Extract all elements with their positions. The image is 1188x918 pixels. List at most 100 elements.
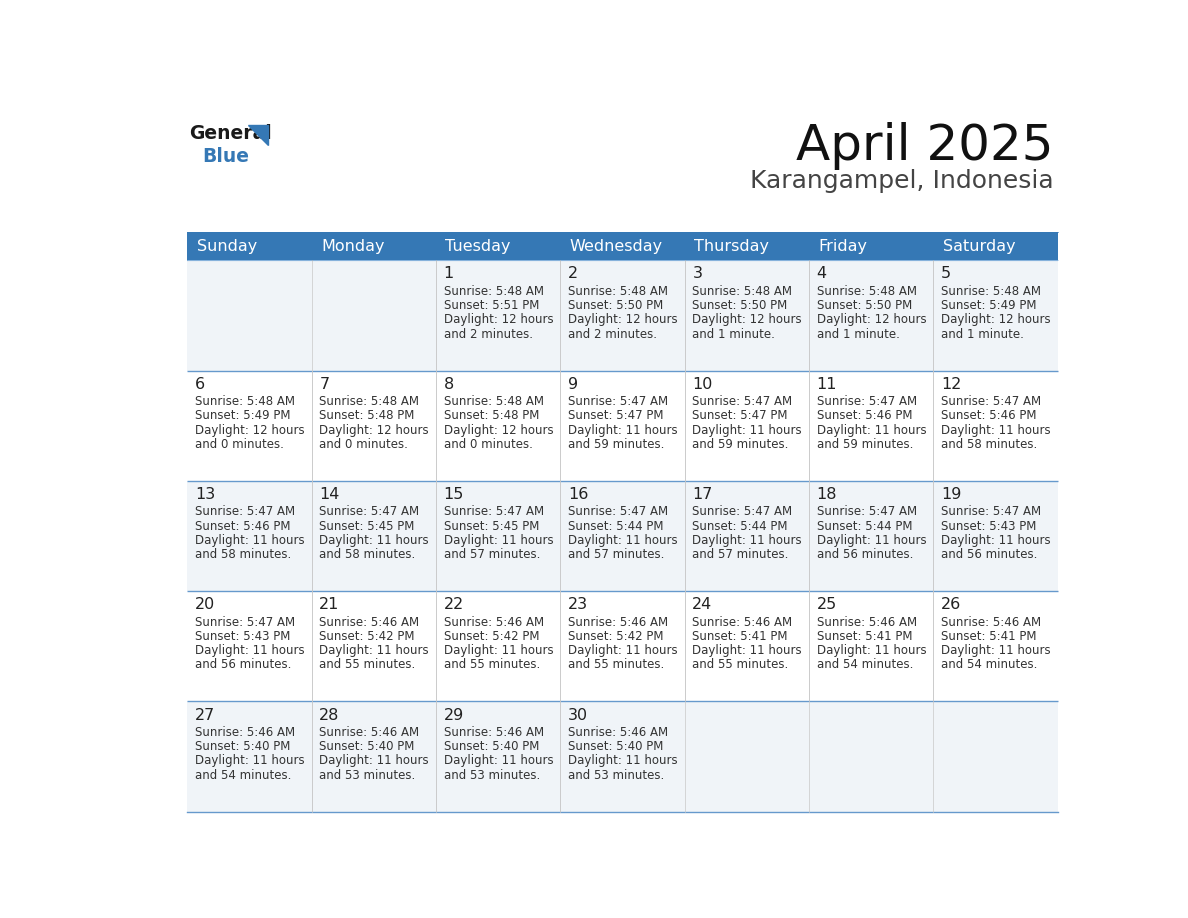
Text: and 1 minute.: and 1 minute. [693, 328, 776, 341]
Text: Daylight: 11 hours: Daylight: 11 hours [195, 534, 304, 547]
Text: Sunrise: 5:47 AM: Sunrise: 5:47 AM [816, 506, 917, 519]
Text: Daylight: 11 hours: Daylight: 11 hours [568, 534, 677, 547]
Text: Daylight: 11 hours: Daylight: 11 hours [816, 644, 927, 657]
Text: Sunrise: 5:48 AM: Sunrise: 5:48 AM [443, 396, 544, 409]
Text: Sunset: 5:44 PM: Sunset: 5:44 PM [816, 520, 912, 532]
Text: Sunrise: 5:46 AM: Sunrise: 5:46 AM [320, 726, 419, 739]
Text: 3: 3 [693, 266, 702, 282]
Text: and 55 minutes.: and 55 minutes. [443, 658, 539, 671]
Text: 29: 29 [443, 708, 465, 722]
Text: and 0 minutes.: and 0 minutes. [195, 438, 284, 451]
Text: Sunset: 5:41 PM: Sunset: 5:41 PM [693, 630, 788, 643]
Text: Sunrise: 5:47 AM: Sunrise: 5:47 AM [195, 506, 295, 519]
Text: and 54 minutes.: and 54 minutes. [941, 658, 1037, 671]
Text: Sunset: 5:48 PM: Sunset: 5:48 PM [443, 409, 539, 422]
Text: Saturday: Saturday [942, 239, 1016, 253]
Text: Sunset: 5:41 PM: Sunset: 5:41 PM [816, 630, 912, 643]
Text: Sunrise: 5:47 AM: Sunrise: 5:47 AM [320, 506, 419, 519]
Text: Sunrise: 5:47 AM: Sunrise: 5:47 AM [568, 506, 668, 519]
Text: Wednesday: Wednesday [569, 239, 663, 253]
Text: Sunrise: 5:48 AM: Sunrise: 5:48 AM [568, 285, 668, 298]
Text: Sunset: 5:40 PM: Sunset: 5:40 PM [568, 740, 663, 754]
Text: 23: 23 [568, 598, 588, 612]
Text: and 2 minutes.: and 2 minutes. [443, 328, 532, 341]
Text: Daylight: 11 hours: Daylight: 11 hours [320, 534, 429, 547]
Text: Sunset: 5:42 PM: Sunset: 5:42 PM [320, 630, 415, 643]
Text: and 59 minutes.: and 59 minutes. [816, 438, 914, 451]
Text: Sunset: 5:44 PM: Sunset: 5:44 PM [693, 520, 788, 532]
Text: Karangampel, Indonesia: Karangampel, Indonesia [750, 170, 1054, 194]
Text: and 56 minutes.: and 56 minutes. [941, 548, 1037, 561]
Text: Sunset: 5:45 PM: Sunset: 5:45 PM [320, 520, 415, 532]
Text: Daylight: 12 hours: Daylight: 12 hours [568, 313, 677, 327]
Text: and 55 minutes.: and 55 minutes. [693, 658, 789, 671]
Text: 11: 11 [816, 376, 838, 392]
Text: Sunday: Sunday [196, 239, 257, 253]
Text: Daylight: 11 hours: Daylight: 11 hours [941, 424, 1050, 437]
Text: and 55 minutes.: and 55 minutes. [568, 658, 664, 671]
Text: Sunrise: 5:47 AM: Sunrise: 5:47 AM [693, 396, 792, 409]
Text: Daylight: 12 hours: Daylight: 12 hours [443, 313, 554, 327]
Text: 1: 1 [443, 266, 454, 282]
Text: Sunset: 5:46 PM: Sunset: 5:46 PM [941, 409, 1036, 422]
Text: Daylight: 12 hours: Daylight: 12 hours [320, 424, 429, 437]
Text: Sunrise: 5:46 AM: Sunrise: 5:46 AM [195, 726, 295, 739]
Text: and 59 minutes.: and 59 minutes. [568, 438, 664, 451]
Text: Daylight: 11 hours: Daylight: 11 hours [693, 534, 802, 547]
Text: and 53 minutes.: and 53 minutes. [320, 768, 416, 782]
Text: Daylight: 11 hours: Daylight: 11 hours [443, 534, 554, 547]
Text: 15: 15 [443, 487, 465, 502]
Text: Friday: Friday [819, 239, 867, 253]
Text: and 56 minutes.: and 56 minutes. [195, 658, 291, 671]
Text: 7: 7 [320, 376, 329, 392]
Text: 6: 6 [195, 376, 206, 392]
Text: Sunrise: 5:46 AM: Sunrise: 5:46 AM [443, 726, 544, 739]
Text: 4: 4 [816, 266, 827, 282]
Text: Sunrise: 5:47 AM: Sunrise: 5:47 AM [941, 396, 1041, 409]
Text: Daylight: 11 hours: Daylight: 11 hours [941, 644, 1050, 657]
Text: Blue: Blue [203, 147, 249, 166]
Text: Sunrise: 5:46 AM: Sunrise: 5:46 AM [568, 616, 668, 629]
Text: 21: 21 [320, 598, 340, 612]
Text: 2: 2 [568, 266, 579, 282]
Text: 8: 8 [443, 376, 454, 392]
Bar [436, 232, 561, 261]
Text: Sunrise: 5:48 AM: Sunrise: 5:48 AM [195, 396, 295, 409]
Text: Sunset: 5:40 PM: Sunset: 5:40 PM [320, 740, 415, 754]
Bar [188, 261, 1057, 371]
Text: Sunrise: 5:46 AM: Sunrise: 5:46 AM [568, 726, 668, 739]
Text: Daylight: 12 hours: Daylight: 12 hours [941, 313, 1050, 327]
Text: and 55 minutes.: and 55 minutes. [320, 658, 416, 671]
Text: Sunset: 5:50 PM: Sunset: 5:50 PM [693, 299, 788, 312]
Text: Sunset: 5:45 PM: Sunset: 5:45 PM [443, 520, 539, 532]
Text: Daylight: 12 hours: Daylight: 12 hours [816, 313, 927, 327]
Text: and 0 minutes.: and 0 minutes. [443, 438, 532, 451]
Text: April 2025: April 2025 [796, 122, 1054, 170]
Bar [188, 591, 1057, 701]
Text: and 0 minutes.: and 0 minutes. [320, 438, 409, 451]
Text: and 56 minutes.: and 56 minutes. [816, 548, 914, 561]
Text: 30: 30 [568, 708, 588, 722]
Text: Daylight: 11 hours: Daylight: 11 hours [816, 424, 927, 437]
Text: Daylight: 11 hours: Daylight: 11 hours [320, 755, 429, 767]
Text: Sunset: 5:51 PM: Sunset: 5:51 PM [443, 299, 539, 312]
Text: Monday: Monday [321, 239, 385, 253]
Text: Daylight: 11 hours: Daylight: 11 hours [816, 534, 927, 547]
Text: and 1 minute.: and 1 minute. [816, 328, 899, 341]
Bar [188, 232, 311, 261]
Text: Tuesday: Tuesday [446, 239, 511, 253]
Text: Sunrise: 5:47 AM: Sunrise: 5:47 AM [693, 506, 792, 519]
Text: Sunset: 5:41 PM: Sunset: 5:41 PM [941, 630, 1036, 643]
Text: Sunset: 5:43 PM: Sunset: 5:43 PM [195, 630, 290, 643]
Text: Sunrise: 5:48 AM: Sunrise: 5:48 AM [816, 285, 917, 298]
Text: Daylight: 12 hours: Daylight: 12 hours [693, 313, 802, 327]
Text: and 54 minutes.: and 54 minutes. [816, 658, 914, 671]
Text: Sunset: 5:49 PM: Sunset: 5:49 PM [941, 299, 1036, 312]
Text: and 57 minutes.: and 57 minutes. [568, 548, 664, 561]
Text: and 58 minutes.: and 58 minutes. [941, 438, 1037, 451]
Text: and 59 minutes.: and 59 minutes. [693, 438, 789, 451]
Text: Sunrise: 5:48 AM: Sunrise: 5:48 AM [941, 285, 1041, 298]
Text: Sunset: 5:42 PM: Sunset: 5:42 PM [443, 630, 539, 643]
Bar [809, 232, 934, 261]
Text: Sunrise: 5:47 AM: Sunrise: 5:47 AM [195, 616, 295, 629]
